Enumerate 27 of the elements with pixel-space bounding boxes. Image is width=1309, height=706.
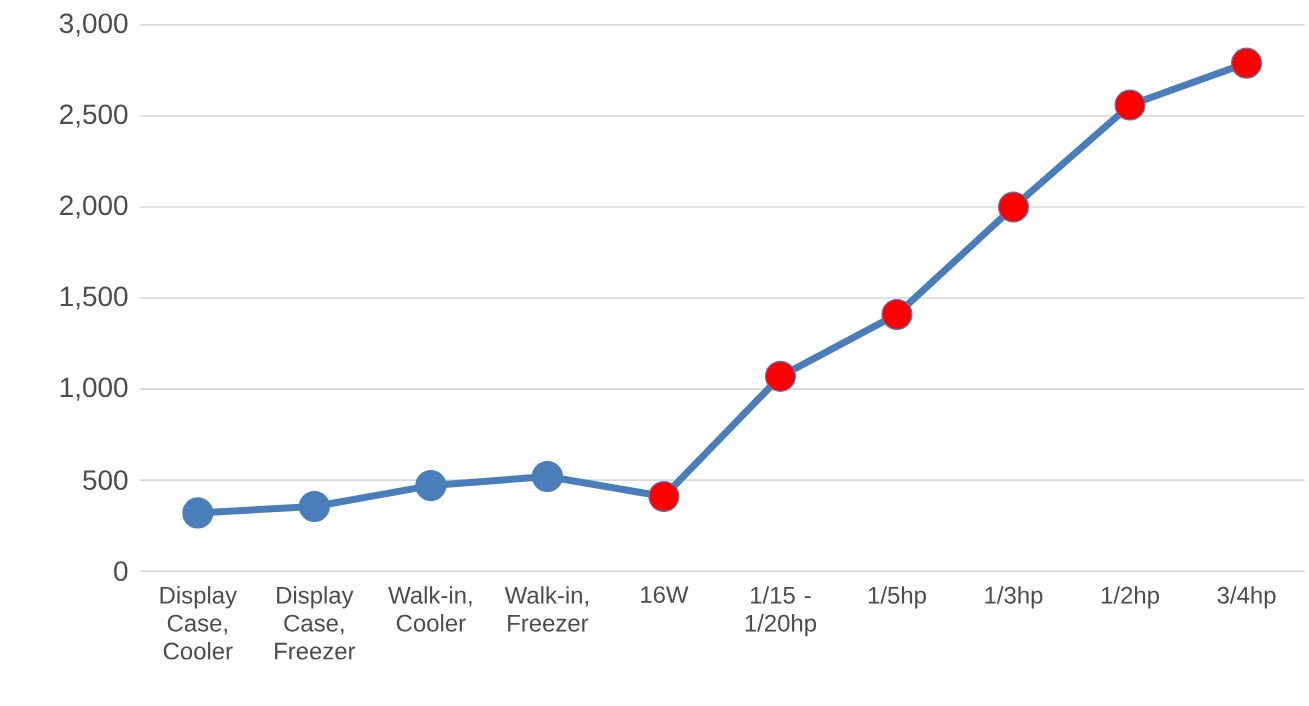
point [881,299,913,331]
y-tick-label: 1,000 [60,377,128,401]
y-tick-label: 2,500 [60,104,128,128]
x-tick-label: Walk-in, Cooler [388,586,472,632]
y-tick-label: 3,000 [59,13,128,37]
point [1114,89,1146,121]
point [298,491,330,523]
x-tick-label: 1/2hp [1101,586,1159,609]
x-tick-label: 1/3hp [985,586,1043,609]
point [415,470,447,502]
x-tick-label: 3/4hp [1217,586,1276,609]
point [182,497,214,529]
y-tick-label: 2,000 [60,195,128,219]
x-tick-label: 16W [641,586,689,604]
x-tick-label: Display Case, Cooler [160,586,237,660]
point [1231,47,1263,79]
point [648,481,680,513]
x-tick-label: Display Case, Freezer [275,586,356,660]
y-tick-label: 500 [83,470,128,491]
y-tick-label: 0 [114,561,128,582]
point [531,461,563,493]
x-tick-label: 1/5hp [868,586,926,609]
x-tick-label: Walk-in, Freezer [504,586,589,632]
y-tick-label: 1,500 [60,286,128,310]
point [997,191,1030,223]
point [764,360,797,393]
x-tick-label: 1/15 - 1/20hp [745,586,817,637]
